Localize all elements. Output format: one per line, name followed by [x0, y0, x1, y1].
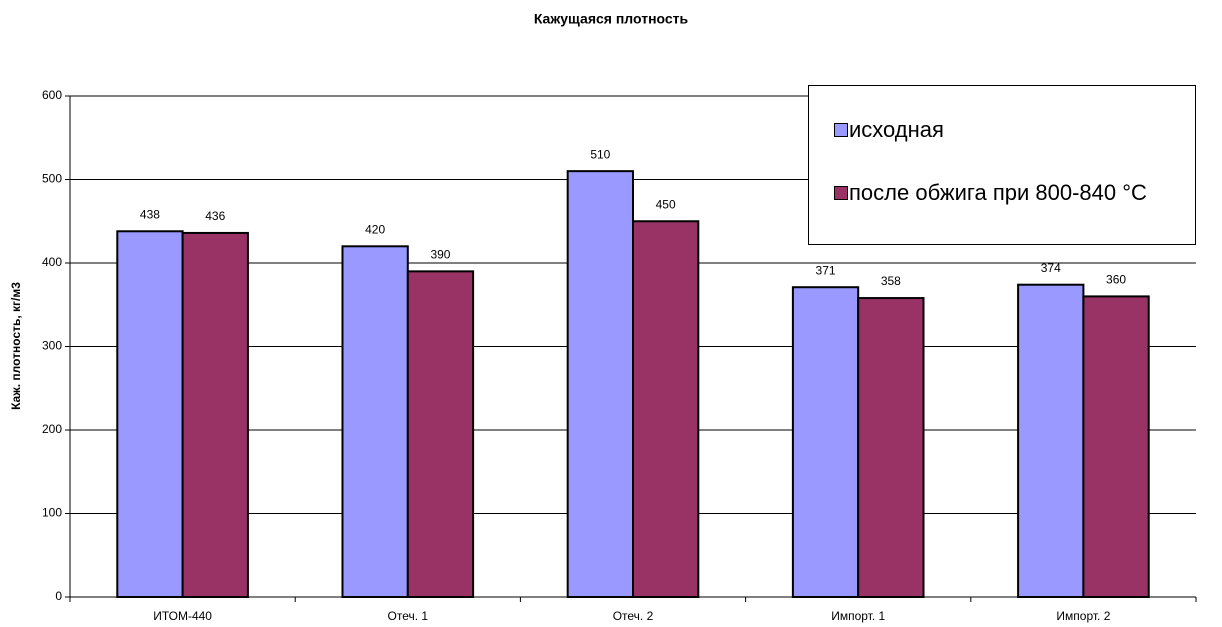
bar	[406, 270, 475, 598]
y-tick-label: 100	[42, 506, 62, 520]
legend-label: исходная	[849, 117, 944, 142]
y-axis-label: Каж. плотность, кг/м3	[9, 282, 23, 410]
bar	[1082, 295, 1150, 598]
bar	[341, 245, 409, 599]
chart-title: Кажущаяся плотность	[534, 11, 689, 27]
legend-label: после обжига при 800-840 °C	[849, 180, 1147, 205]
legend: исходная после обжига при 800-840 °C	[808, 85, 1196, 245]
value-label: 360	[1106, 273, 1126, 287]
y-tick-label: 600	[42, 88, 62, 102]
value-label: 390	[430, 248, 450, 262]
y-tick-label: 500	[42, 172, 62, 186]
x-tick-label: ИТОМ-440	[153, 609, 212, 623]
x-tick-label: Импорт. 1	[831, 609, 885, 623]
bar	[1017, 283, 1085, 598]
bar	[116, 230, 184, 599]
y-tick-label: 300	[42, 339, 62, 353]
value-label: 374	[1041, 261, 1061, 275]
value-label: 358	[881, 274, 901, 288]
y-tick-label: 200	[42, 422, 62, 436]
value-label: 450	[656, 197, 676, 211]
value-label: 436	[205, 209, 225, 223]
value-label: 510	[590, 147, 610, 161]
x-tick-label: Отеч. 1	[388, 609, 429, 623]
bar	[791, 286, 860, 598]
value-label: 438	[140, 207, 160, 221]
legend-swatch	[834, 186, 848, 200]
x-tick-label: Отеч. 2	[613, 609, 654, 623]
bar	[181, 231, 249, 598]
bar	[566, 170, 635, 598]
bar	[857, 297, 925, 598]
y-tick-label: 400	[42, 255, 62, 269]
value-label: 371	[816, 263, 836, 277]
bar	[632, 220, 700, 598]
value-label: 420	[365, 222, 385, 236]
legend-swatch	[834, 123, 848, 137]
y-tick-label: 0	[55, 589, 62, 603]
x-tick-label: Импорт. 2	[1056, 609, 1110, 623]
